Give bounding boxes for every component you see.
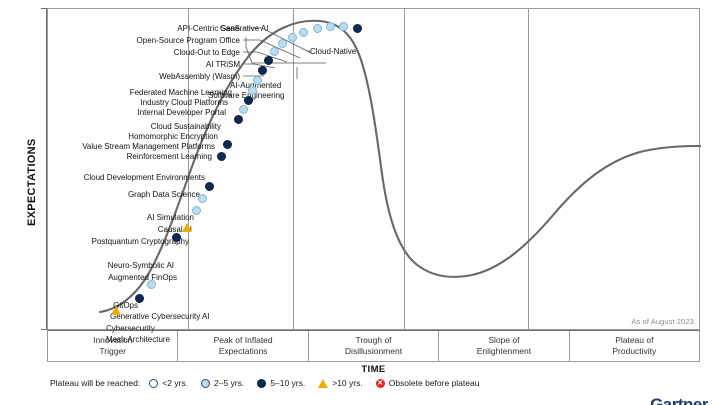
phase-trough-of-disillusionment: Trough of Disillusionment — [309, 331, 440, 361]
tech-label-generative-ai: Generative AI — [220, 24, 269, 33]
legend-item-2to5yrs[interactable]: 2–5 yrs. — [201, 378, 244, 388]
tech-label-augmented-finops: Augmented FinOps — [108, 273, 177, 282]
marker-reinforcement-learning[interactable] — [234, 115, 243, 124]
y-axis-tick-bottom — [41, 329, 47, 330]
gartner-logo: Gartner — [650, 395, 708, 405]
legend-label: 2–5 yrs. — [214, 378, 245, 388]
phase-line2: Expectations — [218, 346, 268, 356]
tech-label-cybersecurity-mesh-line1: Cybersecurity — [106, 324, 155, 333]
marker-cloud-development-environments[interactable] — [223, 140, 232, 149]
phase-line2: Trigger — [99, 346, 126, 356]
marker-homomorphic-encryption[interactable] — [244, 96, 253, 105]
marker-neuro-symbolic-ai[interactable] — [182, 223, 192, 232]
tech-label-causal-ai: Causal AI — [157, 225, 192, 234]
legend-item-obsolete[interactable]: ✕ Obsolete before plateau — [375, 378, 480, 388]
marker-open-source-program-office[interactable] — [299, 28, 308, 37]
tech-label-industry-cloud-platforms: Industry Cloud Platforms — [140, 98, 228, 107]
marker-industry-cloud-platforms[interactable] — [258, 66, 267, 75]
tech-label-gitops: GitOps — [113, 301, 138, 310]
circle-x-red-icon: ✕ — [375, 378, 385, 388]
marker-federated-machine-learning[interactable] — [264, 56, 273, 65]
phase-peak-of-inflated-expectations: Peak of Inflated Expectations — [178, 331, 309, 361]
phase-line2: Disillusionment — [344, 346, 403, 356]
legend-title: Plateau will be reached: — [50, 378, 141, 388]
x-axis-label: TIME — [361, 364, 386, 375]
legend-item-5to10yrs[interactable]: 5–10 yrs. — [257, 378, 305, 388]
legend-item-gt10yrs[interactable]: >10 yrs. — [318, 378, 363, 388]
phase-innovation-trigger: Innovation Trigger — [48, 331, 179, 361]
phase-axis: Innovation Trigger Peak of Inflated Expe… — [47, 330, 700, 362]
marker-augmented-finops[interactable] — [172, 233, 181, 242]
phase-line1: Peak of Inflated — [213, 335, 273, 346]
tech-label-cloud-development-environments: Cloud Development Environments — [83, 173, 205, 182]
circle-navy-icon — [257, 378, 267, 388]
marker-internal-developer-portal[interactable] — [253, 76, 262, 85]
phase-divider-1 — [188, 9, 189, 331]
tech-label-federated-machine-learning: Federated Machine Learning — [129, 88, 232, 97]
tech-label-neuro-symbolic-ai: Neuro-Symbolic AI — [107, 261, 174, 270]
hype-cycle-curve — [98, 19, 701, 314]
tech-label-generative-cybersecurity-ai: Generative Cybersecurity AI — [110, 312, 210, 321]
tech-label-cybersecurity-mesh-line2: Mesh Architecture — [106, 335, 171, 344]
marker-cybersecurity-mesh-architecture[interactable] — [111, 306, 121, 315]
tech-label-cloud-native: Cloud-Native — [310, 47, 357, 56]
marker-cloud-sustainability[interactable] — [248, 86, 257, 95]
marker-api-centric-saas[interactable] — [313, 24, 322, 33]
marker-value-stream-management-platforms[interactable] — [239, 105, 248, 114]
marker-cloud-out-to-edge[interactable] — [288, 33, 297, 42]
phase-line1: Trough of — [355, 335, 392, 346]
marker-cloud-native[interactable] — [353, 24, 362, 33]
plot-area: API-Centric SaaS Open-Source Program Off… — [47, 8, 701, 344]
circle-white-icon — [149, 378, 159, 388]
tech-label-homomorphic-encryption: Homomorphic Encryption — [128, 132, 218, 141]
legend: Plateau will be reached: <2 yrs. 2–5 yrs… — [50, 378, 492, 388]
phase-line1: Slope of — [488, 335, 520, 346]
tech-label-cloud-sustainability: Cloud Sustainability — [150, 122, 221, 131]
tech-label-graph-data-science: Graph Data Science — [127, 190, 200, 199]
triangle-amber-icon — [318, 378, 329, 388]
tech-label-ai-simulation: AI Simulation — [146, 213, 194, 222]
phase-divider-2 — [293, 9, 294, 331]
tech-label-reinforcement-learning: Reinforcement Learning — [126, 152, 212, 161]
marker-ai-trism[interactable] — [278, 39, 287, 48]
tech-label-ai-augmented-line1: AI-Augmented — [230, 81, 282, 90]
tech-label-cloud-out-to-edge: Cloud-Out to Edge — [173, 48, 240, 57]
marker-generative-cybersecurity-ai[interactable] — [135, 294, 144, 303]
phase-line2: Enlightenment — [476, 346, 532, 356]
y-axis-label: EXPECTATIONS — [26, 138, 38, 227]
legend-label: Obsolete before plateau — [388, 378, 480, 388]
phase-divider-4 — [528, 9, 529, 331]
tech-label-ai-augmented-line2: Software Engineering — [208, 91, 285, 100]
legend-label: 5–10 yrs. — [270, 378, 306, 388]
tech-label-api-centric-saas: API-Centric SaaS — [177, 24, 240, 33]
phase-line1: Plateau of — [615, 335, 654, 346]
y-axis-line — [46, 8, 47, 330]
marker-ai-augmented-software-engineering[interactable] — [326, 22, 335, 31]
phase-line2: Productivity — [612, 346, 657, 356]
marker-ai-simulation[interactable] — [205, 182, 214, 191]
marker-gitops[interactable] — [147, 280, 156, 289]
marker-graph-data-science[interactable] — [217, 152, 226, 161]
marker-causal-ai[interactable] — [198, 194, 207, 203]
legend-item-lt2yrs[interactable]: <2 yrs. — [149, 378, 188, 388]
y-axis-tick-top — [41, 8, 47, 9]
tech-label-webassembly: WebAssembly (Wasm) — [159, 72, 240, 81]
circle-lightblue-icon — [201, 378, 211, 388]
phase-divider-3 — [404, 9, 405, 331]
phase-plateau-of-productivity: Plateau of Productivity — [570, 331, 699, 361]
marker-postquantum-cryptography[interactable] — [192, 206, 201, 215]
tech-label-value-stream-management-platforms: Value Stream Management Platforms — [82, 142, 215, 151]
tech-label-ai-trism: AI TRiSM — [205, 60, 240, 69]
tech-label-open-source-program-office: Open-Source Program Office — [136, 36, 240, 45]
phase-line1: Innovation — [93, 335, 133, 346]
tech-label-postquantum-cryptography: Postquantum Cryptography — [91, 237, 189, 246]
as-of-date: As of August 2023 — [631, 317, 694, 326]
phase-slope-of-enlightenment: Slope of Enlightenment — [439, 331, 570, 361]
marker-webassembly-wasm[interactable] — [270, 47, 279, 56]
legend-label: <2 yrs. — [162, 378, 189, 388]
marker-generative-ai[interactable] — [339, 22, 348, 31]
legend-label: >10 yrs. — [332, 378, 363, 388]
tech-label-internal-developer-portal: Internal Developer Portal — [137, 108, 227, 117]
